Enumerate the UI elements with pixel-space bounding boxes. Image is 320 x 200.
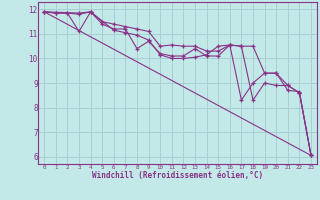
X-axis label: Windchill (Refroidissement éolien,°C): Windchill (Refroidissement éolien,°C): [92, 171, 263, 180]
